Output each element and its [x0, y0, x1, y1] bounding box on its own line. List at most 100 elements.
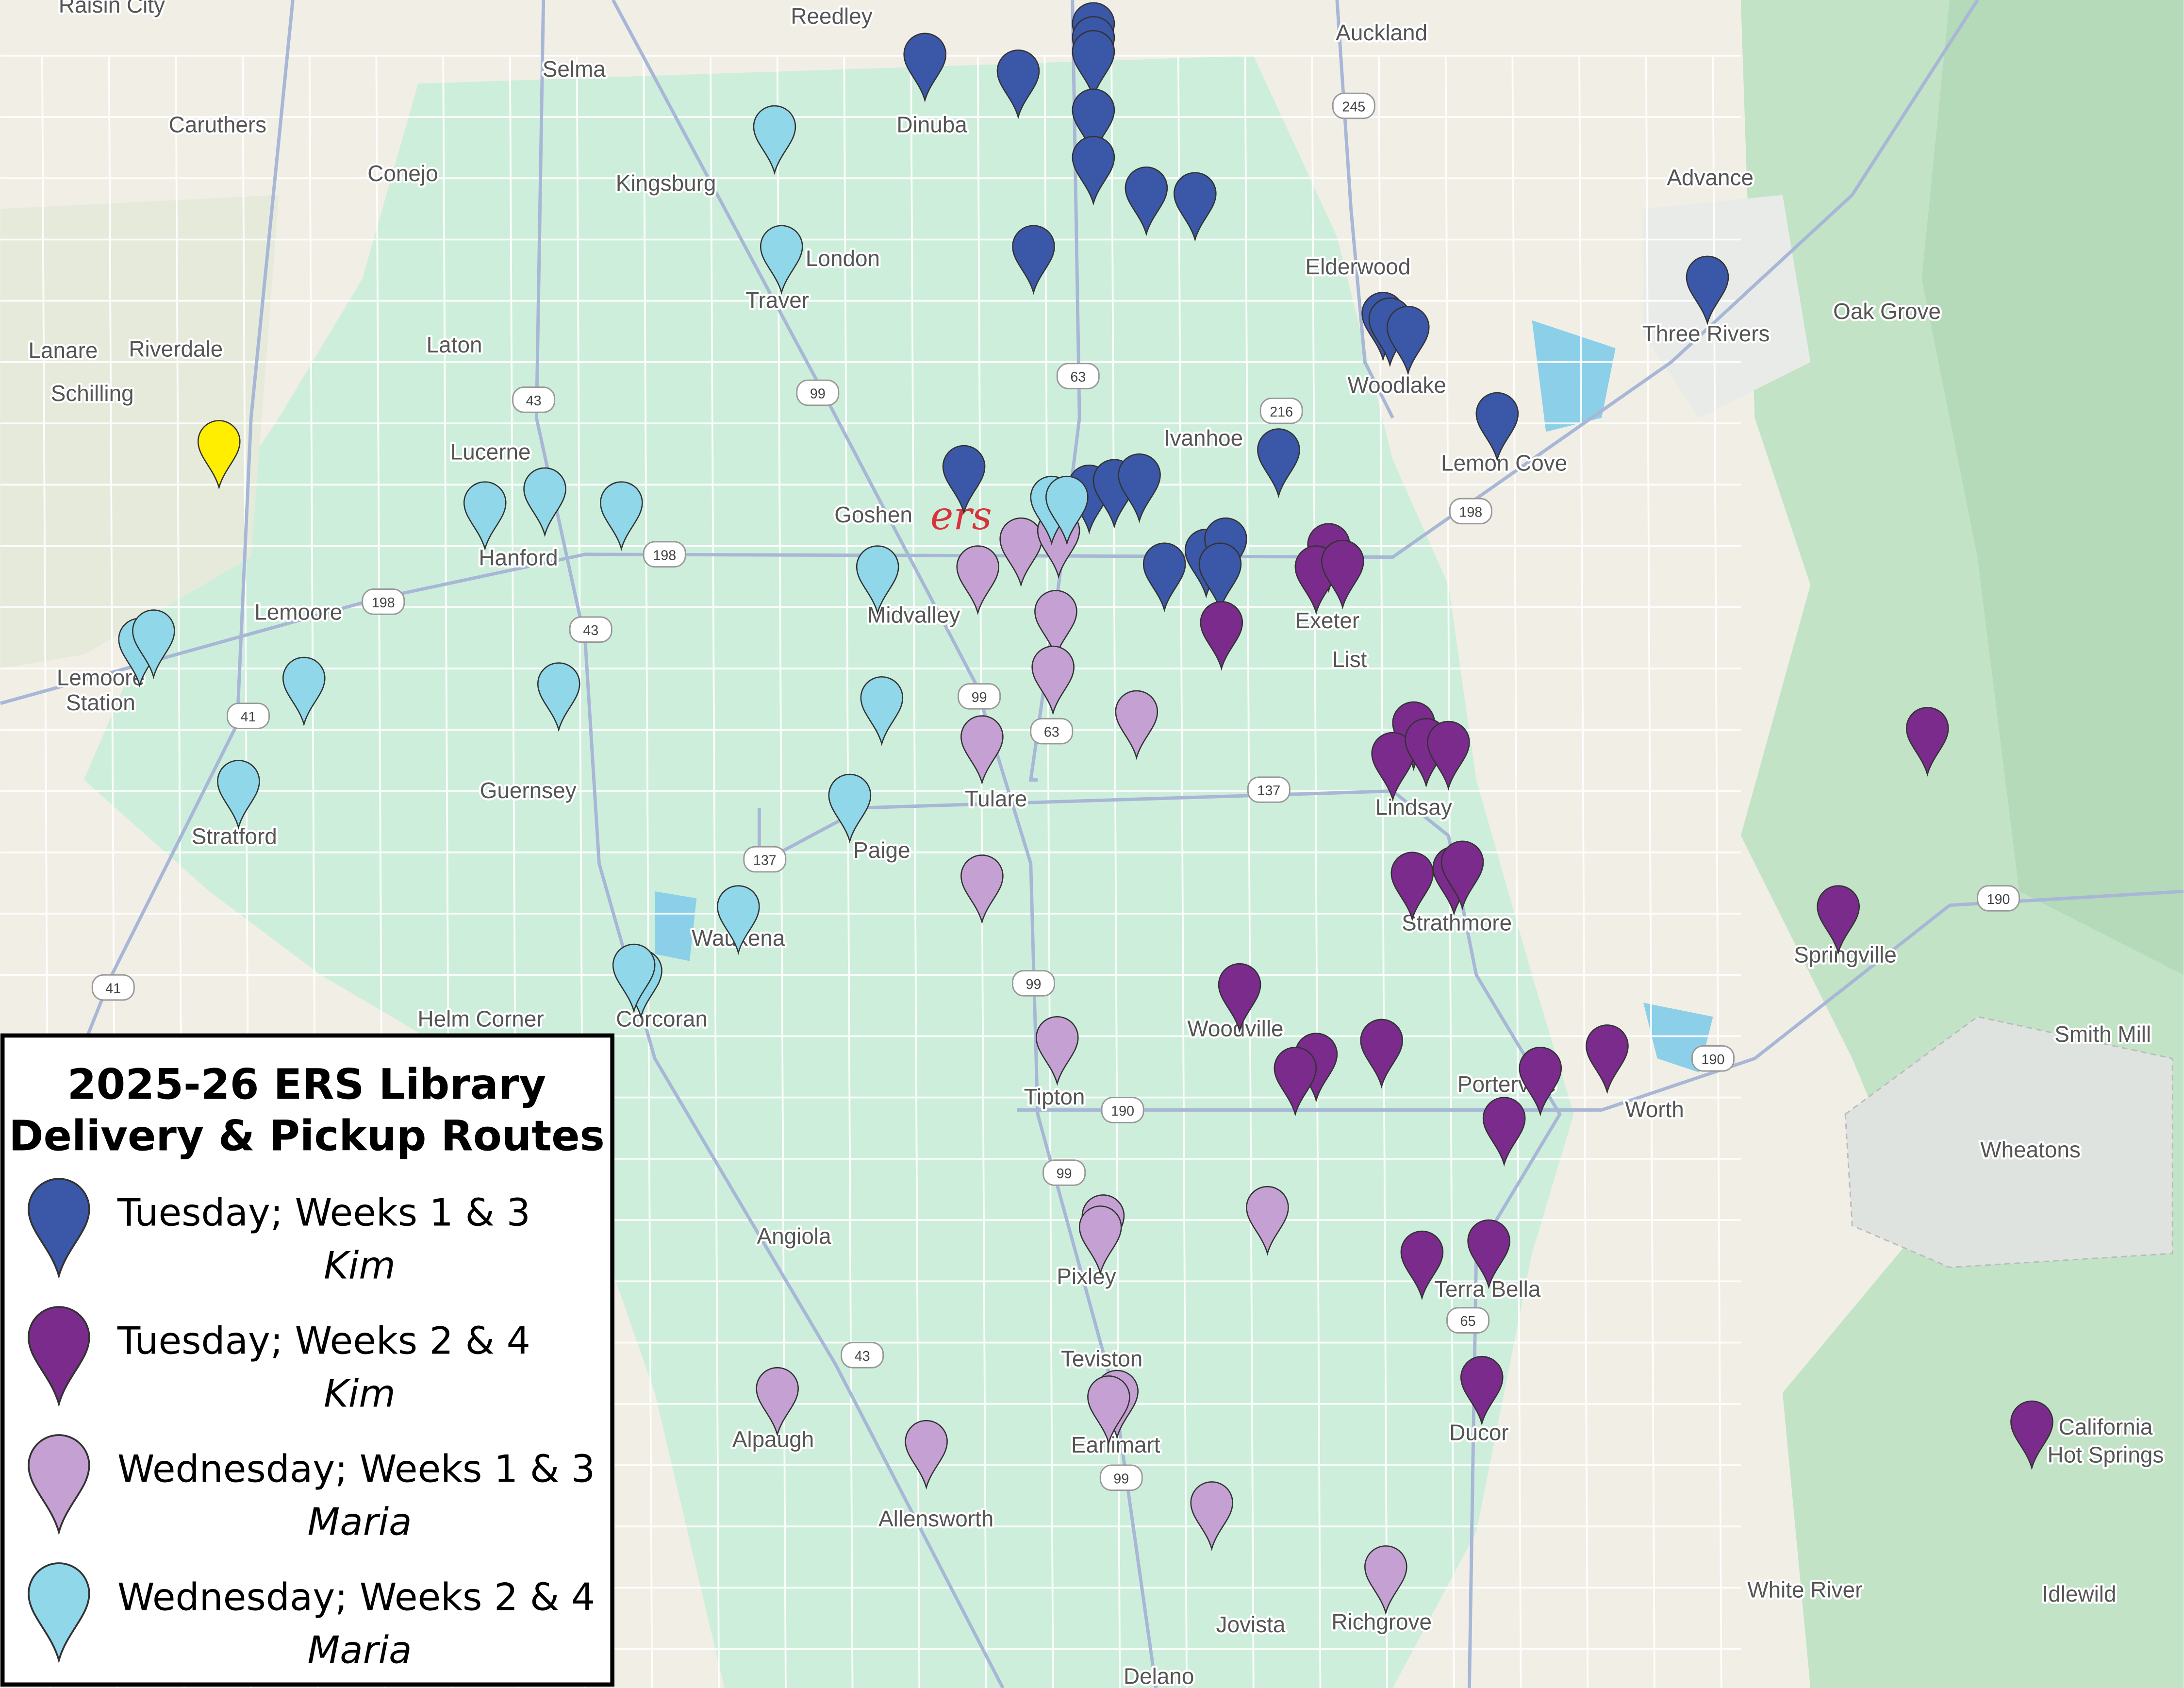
highway-number: 99 — [1113, 1471, 1129, 1487]
place-label: Conejo — [367, 161, 438, 186]
road — [1645, 55, 1655, 1688]
place-label: Hot Springs — [2048, 1442, 2164, 1467]
highway-number: 198 — [372, 595, 395, 611]
highway-number: 137 — [753, 853, 777, 869]
route-marker — [1475, 392, 1519, 462]
route-marker — [1072, 135, 1115, 206]
legend-driver: Kim — [324, 1372, 396, 1416]
route-marker — [1246, 1186, 1289, 1256]
legend-title: Delivery & Pickup Routes — [9, 1112, 605, 1161]
highway-number: 198 — [653, 548, 676, 563]
place-label: Jovista — [1216, 1612, 1286, 1637]
road — [843, 55, 854, 1688]
highway-shield — [958, 683, 1001, 710]
road — [1043, 55, 1054, 1688]
highway-shield — [1446, 1307, 1490, 1334]
highway-number: 99 — [810, 386, 826, 401]
route-marker — [760, 225, 803, 295]
place-label: Earlimart — [1071, 1432, 1160, 1457]
place-label: Midvalley — [867, 602, 960, 627]
place-label: Ivanhoe — [1164, 425, 1243, 451]
route-marker — [282, 656, 326, 727]
highway-number: 190 — [1111, 1103, 1134, 1119]
legend-title: 2025-26 ERS Library — [67, 1060, 546, 1109]
place-label: Idlewild — [2042, 1581, 2116, 1606]
route-marker — [1118, 453, 1161, 523]
legend-marker — [28, 1178, 90, 1279]
place-label: Woodlake — [1348, 372, 1446, 398]
highway-shield — [1449, 498, 1492, 525]
highway-shield — [841, 1342, 884, 1369]
route-marker — [1257, 428, 1300, 498]
route-marker — [828, 773, 872, 844]
route-marker — [1045, 475, 1089, 546]
highway-number: 137 — [1257, 783, 1280, 799]
route-marker — [1072, 88, 1115, 158]
road — [1311, 55, 1322, 1688]
route-marker — [612, 943, 656, 1014]
route-marker — [1440, 840, 1484, 911]
highway-shield — [1101, 1097, 1144, 1123]
place-label: Kingsburg — [616, 170, 716, 196]
highway-number: 65 — [1460, 1314, 1476, 1329]
route-marker — [1218, 963, 1261, 1033]
highway-shield — [1030, 718, 1074, 745]
highway-number: 43 — [855, 1349, 870, 1364]
road — [910, 55, 921, 1688]
highway-shield — [1099, 1464, 1143, 1491]
place-label: Stratford — [192, 824, 277, 849]
highway-number: 190 — [1702, 1052, 1725, 1068]
place-label: Traver — [745, 287, 809, 313]
place-label: Exeter — [1295, 608, 1360, 633]
highway-shield — [512, 386, 556, 413]
place-label: Schilling — [51, 381, 134, 406]
route-marker — [1198, 542, 1242, 613]
route-marker — [1035, 1016, 1079, 1086]
place-label: Richgrove — [1331, 1609, 1432, 1635]
place-label: Reedley — [791, 3, 872, 29]
road — [1578, 55, 1589, 1688]
legend-driver: Maria — [307, 1628, 412, 1672]
route-marker — [999, 517, 1043, 587]
highway-number: 63 — [1070, 369, 1086, 385]
legend-label: Tuesday; Weeks 2 & 4 — [117, 1319, 530, 1363]
place-label: List — [1332, 647, 1367, 672]
legend-label: Wednesday; Weeks 1 & 3 — [117, 1447, 595, 1491]
highway-number: 198 — [1459, 504, 1482, 520]
place-label: Lindsay — [1375, 794, 1452, 819]
highway-number: 245 — [1342, 100, 1365, 115]
place-label: Dinuba — [896, 112, 967, 137]
route-marker — [1817, 885, 1860, 955]
route-marker — [132, 609, 175, 679]
highway-shield — [91, 974, 135, 1001]
highway-shield — [1259, 398, 1303, 424]
route-marker — [1115, 690, 1158, 760]
highway-number: 63 — [1044, 725, 1059, 740]
highway-shield — [1042, 1159, 1086, 1186]
place-label: Selma — [543, 56, 606, 82]
place-label: Advance — [1667, 165, 1754, 190]
legend-items: Tuesday; Weeks 1 & 3 Kim Tuesday; Weeks 2 … — [28, 1178, 595, 1672]
route-marker — [1200, 601, 1243, 671]
place-label: Lucerne — [450, 439, 531, 465]
place-label: California — [2059, 1414, 2153, 1439]
place-label: Allensworth — [878, 1506, 993, 1531]
route-marker — [1321, 539, 1364, 610]
legend-marker — [28, 1306, 90, 1407]
place-label: Pixley — [1057, 1264, 1116, 1289]
route-marker — [1031, 645, 1075, 716]
place-label: Worth — [1625, 1097, 1684, 1122]
route-marker — [956, 545, 1000, 615]
place-label: Auckland — [1336, 20, 1427, 45]
highway-number: 99 — [1026, 977, 1042, 992]
route-marker — [600, 481, 643, 552]
legend-marker — [28, 1434, 90, 1536]
place-label: Hanford — [479, 545, 558, 570]
route-marker — [1274, 1047, 1317, 1117]
road — [1511, 55, 1522, 1688]
highway-shield — [1691, 1045, 1735, 1072]
highway-shield — [743, 846, 787, 873]
place-label: Lemon Cove — [1441, 451, 1567, 476]
place-label: Lanare — [28, 337, 98, 363]
